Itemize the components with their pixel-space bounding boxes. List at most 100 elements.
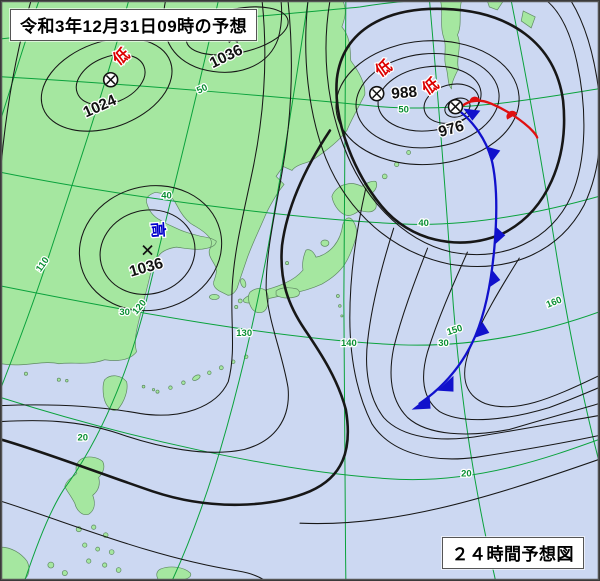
isobar [390,247,599,435]
island-izu-3 [340,314,344,318]
isobar [349,187,599,460]
island-top-right-1 [486,1,504,11]
island-visayas-7 [86,558,92,564]
longitude-line-120 [24,1,219,580]
island-visayas-2 [91,524,97,530]
island-bottom-left-2 [47,561,55,569]
island-ryukyu-6 [168,385,173,390]
pressure-value-988: 988 [391,84,419,103]
isobar [464,257,599,408]
island-ryukyu-5 [181,380,186,385]
island-izu-1 [336,294,340,298]
longitude-line-140 [343,1,347,580]
isobar [423,251,599,421]
island-kuril-1 [381,173,388,180]
graticule-label-130: 130 [236,328,252,339]
island-kyushu [248,288,269,314]
continent-asia [1,1,366,366]
cold-front-triangle [474,321,490,338]
island-near-taiwan-1 [141,384,146,389]
isobar-thick-low-oval [335,7,566,244]
island-kuril-3 [406,150,411,155]
isobar-thick-trough [1,129,350,507]
island-ryukyu-3 [218,365,224,371]
isobar [355,52,500,149]
cold-front-triangle [486,146,501,163]
graticule-label-50: 50 [398,105,409,116]
island-ryukyu-4 [207,370,212,375]
fronts [411,96,539,410]
island-goto-1 [237,298,243,304]
chart-type-label: ２４時間予想図 [451,545,574,564]
island-sakhalin [440,1,462,90]
isobar [377,65,482,132]
island-near-taiwan-2 [151,388,156,392]
isobar [325,1,585,256]
island-oki [285,261,289,266]
longitude-line-130 [171,1,309,580]
isobar [75,54,146,106]
longitude-line-110 [1,1,130,388]
graticule-label-20: 20 [77,432,88,443]
island-coastal-3 [65,379,69,383]
isobar [299,458,599,525]
graticule-label-30: 30 [438,338,449,349]
isobar [78,185,223,312]
island-sado [320,239,330,247]
island-visayas-8 [102,562,108,568]
graticule-label-40: 40 [161,190,172,201]
island-jeju [208,294,220,300]
island-tsushima [240,278,247,288]
latitude-line-30 [1,285,599,346]
island-goto-2 [234,304,239,309]
graticule-label-30: 30 [119,307,130,318]
graticule-label-40: 40 [418,218,429,229]
warm-front-bump [506,110,518,120]
isobar [1,1,292,453]
cold-front-triangle [463,108,481,121]
cold-front-triangle [411,395,431,410]
high-center-x-icon [142,245,153,256]
island-coastal-2 [56,377,61,382]
isobar [366,227,599,440]
isobar [335,40,520,166]
cold-front-triangle [437,375,454,392]
forecast-title: 令和3年12月31日09時の予想 [20,17,248,36]
isobar [99,209,196,295]
landmasses [1,1,536,580]
island-visayas-9 [115,567,122,573]
low-center-x-icon [372,88,382,99]
island-visayas-5 [95,546,101,552]
low-center-x-icon [450,101,461,112]
warm-front-bump [469,96,481,103]
latitude-line-20 [1,397,599,481]
isobar [1,1,266,416]
cold-front-triangle [495,226,506,245]
footer-box: ２４時間予想図 [441,537,584,569]
isobar [1,500,265,580]
island-ryukyu-7 [155,389,160,394]
graticule-label-140: 140 [341,338,357,349]
island-bottom-left-3 [61,570,68,576]
island-izu-2 [338,304,342,308]
low-center-x-icon [105,75,116,85]
island-coastal-1 [24,371,28,376]
island-okinawa [192,374,201,381]
pressure-kind-label-1036: 高 [148,221,168,238]
isobar [305,1,599,267]
longitude-line-160 [510,1,599,462]
island-top-right-2 [520,10,536,29]
isobar [570,1,599,94]
island-visayas-6 [108,549,115,555]
isobar [40,37,173,132]
isobar [423,83,480,124]
island-visayas-4 [82,542,88,548]
isobar [163,1,283,73]
title-box: 令和3年12月31日09時の予想 [10,9,258,41]
graticule-label-20: 20 [461,468,472,479]
latitude-line-50 [1,76,599,109]
